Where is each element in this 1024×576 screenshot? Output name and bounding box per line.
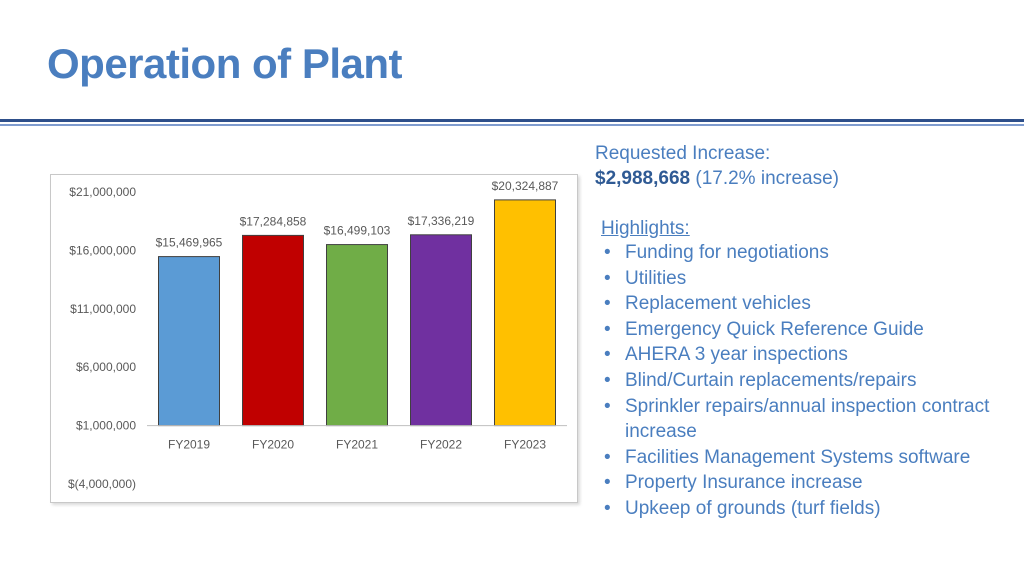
y-tick-label: $(4,000,000) [68, 477, 136, 491]
highlight-item: Emergency Quick Reference Guide [601, 317, 1021, 343]
bar [410, 234, 472, 427]
bar-value-label: $17,284,858 [240, 214, 307, 228]
bar [494, 199, 556, 427]
bar-value-label: $16,499,103 [324, 224, 391, 238]
requested-increase-amount: $2,988,668 [595, 168, 691, 189]
title-divider-secondary [0, 124, 1024, 126]
y-tick-label: $16,000,000 [69, 243, 136, 257]
y-tick-label: $11,000,000 [70, 302, 136, 316]
requested-increase-label: Requested Increase: [595, 143, 771, 164]
y-tick-label: $1,000,000 [76, 419, 136, 433]
x-category-label: FY2021 [336, 438, 378, 452]
title-divider [0, 119, 1024, 122]
highlights-list: Funding for negotiations Utilities Repla… [601, 240, 1021, 522]
x-category-label: FY2023 [504, 438, 546, 452]
highlight-item: Blind/Curtain replacements/repairs [601, 368, 1021, 394]
highlight-item: Utilities [601, 266, 1021, 292]
y-tick-label: $6,000,000 [76, 360, 136, 374]
requested-increase-percent: (17.2% increase) [695, 168, 839, 189]
bar-value-label: $15,469,965 [156, 236, 223, 250]
chart-canvas: $21,000,000 $16,000,000 $11,000,000 $6,000,… [68, 179, 567, 491]
bar-value-label: $20,324,887 [492, 179, 559, 193]
x-category-label: FY2019 [168, 438, 210, 452]
bar [242, 234, 304, 427]
bar-chart: $21,000,000 $16,000,000 $11,000,000 $6,000,… [50, 174, 578, 503]
highlight-item: Upkeep of grounds (turf fields) [601, 496, 1021, 522]
x-category-label: FY2020 [252, 438, 294, 452]
highlight-item: Replacement vehicles [601, 291, 1021, 317]
highlight-item: Property Insurance increase [601, 470, 1021, 496]
bar [326, 244, 388, 427]
highlight-item: Facilities Management Systems software [601, 445, 1021, 471]
highlight-item: Sprinkler repairs/annual inspection cont… [601, 394, 1021, 445]
y-tick-label: $21,000,000 [69, 185, 136, 199]
x-category-label: FY2022 [420, 438, 462, 452]
bar-value-label: $17,336,219 [408, 214, 475, 228]
requested-increase-line: $2,988,668 (17.2% increase) [595, 167, 839, 191]
highlight-item: Funding for negotiations [601, 240, 1021, 266]
highlights-heading: Highlights: [601, 218, 690, 239]
highlight-item: AHERA 3 year inspections [601, 342, 1021, 368]
page-title: Operation of Plant [47, 40, 403, 87]
bar [158, 256, 220, 427]
